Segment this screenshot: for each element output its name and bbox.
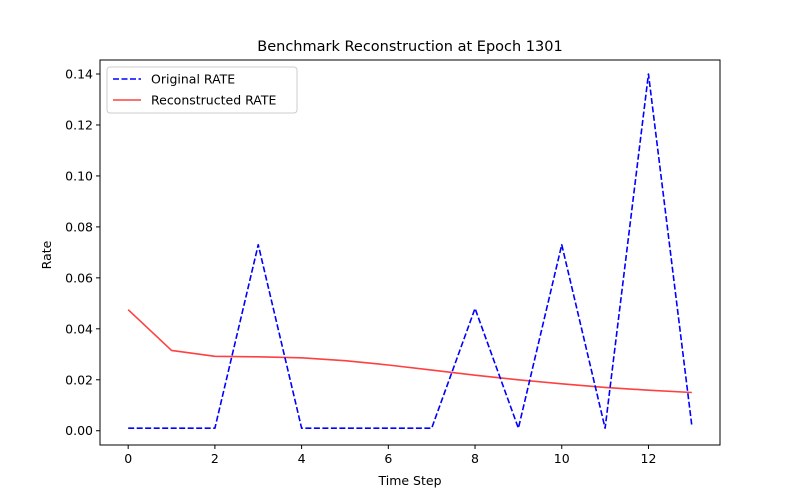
x-axis-label: Time Step — [377, 473, 441, 488]
series-layer — [127, 73, 693, 429]
chart-title: Benchmark Reconstruction at Epoch 1301 — [257, 39, 562, 55]
x-tick-label: 2 — [211, 451, 219, 466]
ticks-layer: 0 2 4 6 8 10 12 0.00 0.02 0.04 0.06 0.08 0.10 0.12 0.1… — [65, 67, 656, 466]
reconstructed-rate-line — [127, 309, 692, 394]
x-tick-label: 8 — [471, 451, 479, 466]
x-tick-label: 10 — [554, 451, 570, 466]
y-tick-label: 0.06 — [65, 270, 93, 285]
plot-frame — [99, 59, 721, 446]
y-tick-label: 0.12 — [65, 117, 93, 132]
legend-label: Reconstructed RATE — [151, 93, 276, 108]
y-tick-label: 0.00 — [65, 423, 93, 438]
original-rate-line — [128, 73, 693, 429]
y-tick-label: 0.14 — [65, 67, 93, 82]
x-tick-label: 4 — [298, 451, 306, 466]
x-tick-label: 12 — [641, 451, 657, 466]
y-tick-label: 0.10 — [65, 168, 93, 183]
legend-label: Original RATE — [151, 72, 235, 87]
y-axis-label: Rate — [39, 240, 54, 269]
y-tick-label: 0.04 — [65, 321, 93, 336]
y-tick-label: 0.02 — [65, 372, 93, 387]
legend-box — [106, 66, 298, 114]
legend: Original RATE Reconstructed RATE — [106, 66, 298, 114]
x-tick-label: 0 — [124, 451, 132, 466]
y-tick-label: 0.08 — [65, 219, 93, 234]
x-tick-label: 6 — [384, 451, 392, 466]
